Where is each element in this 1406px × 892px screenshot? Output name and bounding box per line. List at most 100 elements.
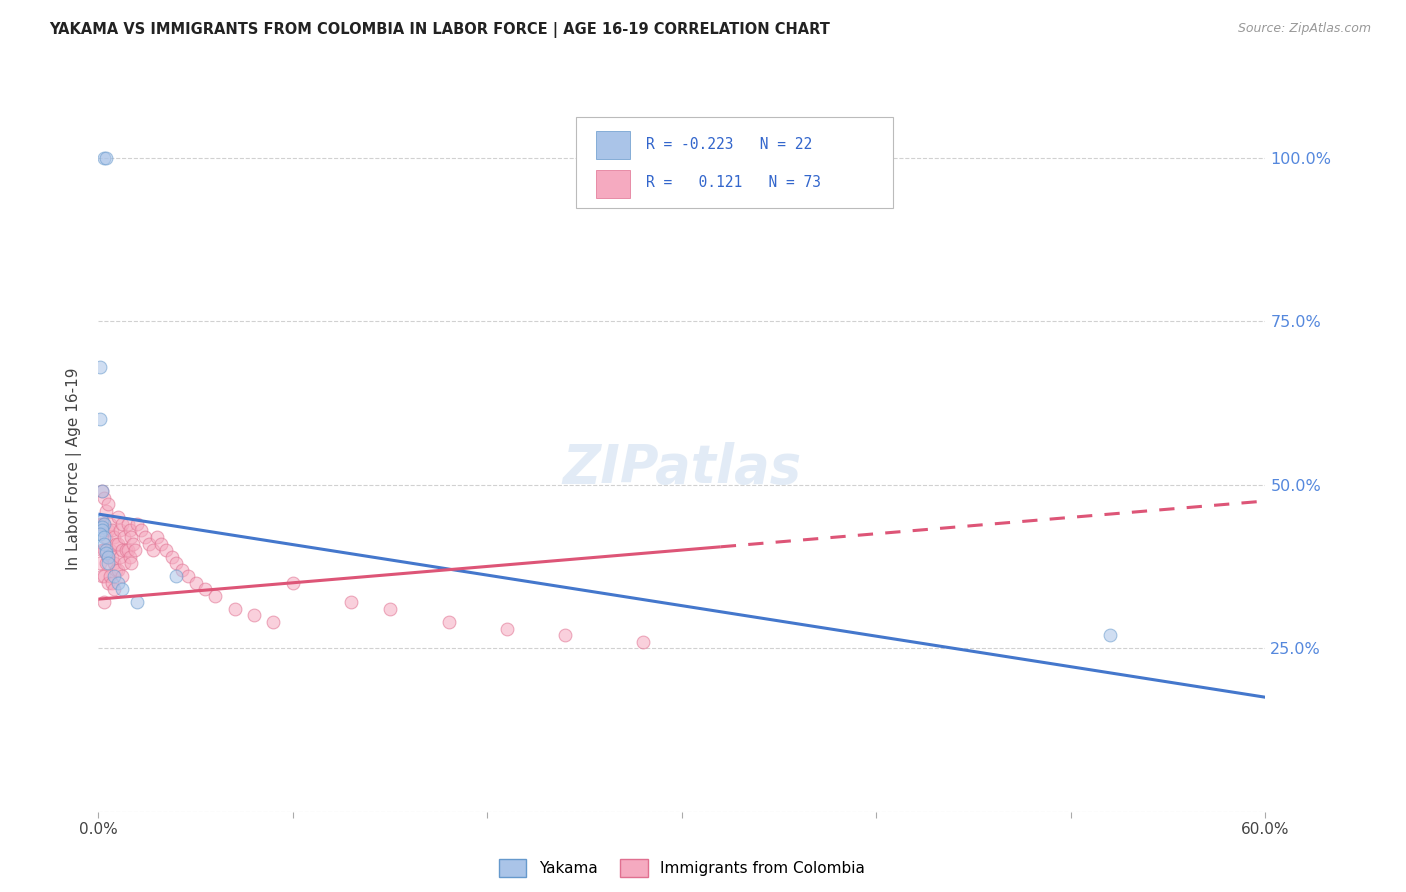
Text: Source: ZipAtlas.com: Source: ZipAtlas.com: [1237, 22, 1371, 36]
Point: [97, 497, 120, 511]
Point: [96, 151, 118, 165]
Point: [111, 569, 134, 583]
Point: [121, 556, 143, 570]
Point: [111, 516, 134, 531]
Point: [98, 516, 121, 531]
Point: [142, 543, 165, 558]
Legend: Yakama, Immigrants from Colombia: Yakama, Immigrants from Colombia: [494, 854, 870, 883]
Point: [97, 549, 120, 564]
Point: [437, 615, 460, 629]
Point: [93, 151, 115, 165]
Point: [104, 563, 127, 577]
Point: [146, 530, 169, 544]
Point: [96, 543, 118, 558]
Point: [91, 514, 114, 528]
Point: [89, 556, 111, 570]
Point: [378, 602, 402, 616]
Point: [97, 556, 120, 570]
Point: [127, 595, 149, 609]
Point: [91, 484, 114, 499]
Point: [112, 556, 135, 570]
Point: [108, 549, 131, 564]
Point: [117, 516, 139, 531]
Point: [170, 563, 193, 577]
Point: [204, 589, 226, 603]
Point: [103, 530, 125, 544]
Point: [184, 575, 207, 590]
Point: [91, 524, 114, 538]
Point: [149, 536, 172, 550]
Point: [93, 491, 115, 505]
Point: [138, 536, 160, 550]
Point: [97, 524, 120, 538]
Point: [495, 622, 517, 636]
Point: [103, 582, 125, 597]
Point: [165, 556, 187, 570]
Point: [194, 582, 217, 597]
Point: [91, 516, 114, 531]
Point: [107, 575, 129, 590]
Point: [101, 524, 124, 538]
Point: [89, 526, 111, 541]
Point: [262, 615, 284, 629]
Point: [124, 543, 146, 558]
Point: [631, 634, 654, 648]
Point: [96, 556, 118, 570]
Point: [96, 546, 118, 560]
Point: [98, 543, 121, 558]
Point: [162, 549, 184, 564]
Y-axis label: In Labor Force | Age 16-19: In Labor Force | Age 16-19: [66, 367, 83, 570]
Point: [93, 536, 115, 550]
Point: [165, 569, 187, 583]
Point: [118, 524, 141, 538]
Point: [93, 530, 115, 544]
Point: [98, 569, 121, 583]
Point: [224, 602, 246, 616]
Point: [1098, 628, 1121, 642]
Point: [93, 516, 115, 531]
Point: [127, 516, 149, 531]
Point: [281, 575, 304, 590]
Point: [89, 412, 111, 426]
Point: [108, 524, 131, 538]
Point: [97, 549, 120, 564]
Point: [101, 549, 124, 564]
Point: [97, 575, 120, 590]
Point: [134, 530, 156, 544]
Text: R = -0.223   N = 22: R = -0.223 N = 22: [647, 137, 813, 152]
Text: ZIPatlas: ZIPatlas: [562, 442, 801, 494]
Point: [89, 359, 111, 374]
Point: [96, 504, 118, 518]
Point: [118, 549, 141, 564]
Point: [243, 608, 266, 623]
Point: [93, 595, 115, 609]
Point: [554, 628, 576, 642]
Point: [340, 595, 363, 609]
Point: [107, 563, 129, 577]
Point: [93, 543, 115, 558]
Point: [93, 516, 115, 531]
Point: [91, 569, 114, 583]
Point: [117, 543, 139, 558]
Point: [103, 569, 125, 583]
Point: [122, 536, 145, 550]
Point: [91, 543, 114, 558]
Point: [104, 536, 127, 550]
Point: [129, 524, 152, 538]
Point: [112, 530, 135, 544]
Point: [93, 569, 115, 583]
Point: [103, 556, 125, 570]
Text: R =   0.121   N = 73: R = 0.121 N = 73: [647, 175, 821, 190]
Point: [177, 569, 200, 583]
Point: [155, 543, 177, 558]
Point: [107, 536, 129, 550]
Point: [101, 575, 124, 590]
Point: [96, 530, 118, 544]
Text: YAKAMA VS IMMIGRANTS FROM COLOMBIA IN LABOR FORCE | AGE 16-19 CORRELATION CHART: YAKAMA VS IMMIGRANTS FROM COLOMBIA IN LA…: [49, 22, 830, 38]
Point: [111, 582, 134, 597]
Point: [91, 520, 114, 534]
Point: [107, 510, 129, 524]
Point: [121, 530, 143, 544]
Point: [91, 484, 114, 499]
Point: [114, 543, 136, 558]
